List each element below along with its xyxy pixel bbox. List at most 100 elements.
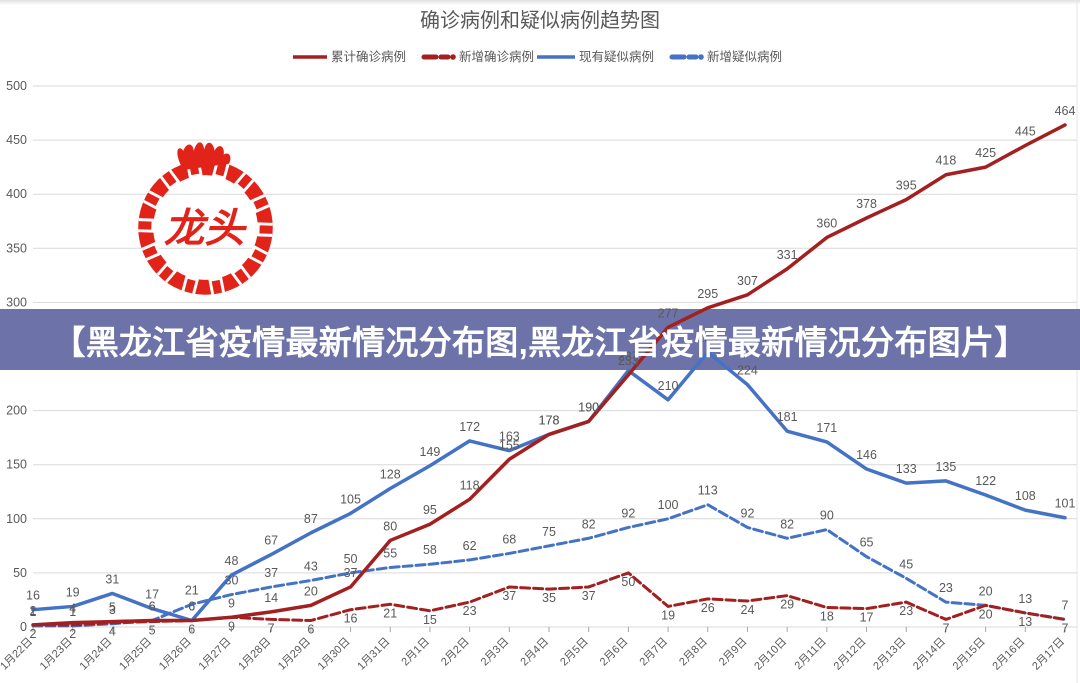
svg-text:3: 3 xyxy=(109,603,116,617)
svg-text:23: 23 xyxy=(899,604,913,618)
svg-text:6: 6 xyxy=(188,600,195,614)
svg-text:68: 68 xyxy=(502,532,516,546)
svg-text:9: 9 xyxy=(228,619,235,633)
svg-text:67: 67 xyxy=(264,534,278,548)
svg-text:23: 23 xyxy=(463,604,477,618)
svg-text:29: 29 xyxy=(780,598,794,612)
svg-text:100: 100 xyxy=(6,512,27,526)
svg-text:133: 133 xyxy=(896,462,917,476)
svg-text:16: 16 xyxy=(344,612,358,626)
svg-text:1: 1 xyxy=(30,605,37,619)
svg-text:445: 445 xyxy=(1015,125,1036,139)
svg-text:277: 277 xyxy=(658,306,679,320)
svg-text:13: 13 xyxy=(1018,592,1032,606)
svg-text:新增疑似病例: 新增疑似病例 xyxy=(707,49,782,64)
svg-text:150: 150 xyxy=(6,458,27,472)
svg-text:300: 300 xyxy=(6,295,27,309)
svg-text:50: 50 xyxy=(621,575,635,589)
svg-text:108: 108 xyxy=(1015,489,1036,503)
svg-text:累计确诊病例: 累计确诊病例 xyxy=(331,49,406,64)
svg-text:9: 9 xyxy=(228,596,235,610)
svg-text:90: 90 xyxy=(820,509,834,523)
svg-text:210: 210 xyxy=(658,379,679,393)
svg-text:现有疑似病例: 现有疑似病例 xyxy=(579,49,654,64)
svg-text:95: 95 xyxy=(423,503,437,517)
svg-text:62: 62 xyxy=(463,539,477,553)
svg-text:128: 128 xyxy=(380,468,401,482)
svg-text:37: 37 xyxy=(264,566,278,580)
svg-text:6: 6 xyxy=(307,623,314,637)
svg-text:21: 21 xyxy=(185,583,199,597)
svg-text:55: 55 xyxy=(383,546,397,560)
svg-text:350: 350 xyxy=(6,241,27,255)
svg-text:20: 20 xyxy=(304,584,318,598)
svg-text:48: 48 xyxy=(225,554,239,568)
svg-text:418: 418 xyxy=(935,154,956,168)
svg-text:7: 7 xyxy=(268,621,275,635)
svg-text:15: 15 xyxy=(423,613,437,627)
svg-text:58: 58 xyxy=(423,543,437,557)
svg-text:45: 45 xyxy=(899,557,913,571)
svg-text:181: 181 xyxy=(777,410,798,424)
svg-text:92: 92 xyxy=(741,506,755,520)
svg-text:295: 295 xyxy=(697,287,718,301)
svg-text:2: 2 xyxy=(30,627,37,641)
svg-text:146: 146 xyxy=(856,448,877,462)
svg-text:307: 307 xyxy=(737,274,758,288)
svg-text:65: 65 xyxy=(860,536,874,550)
svg-text:395: 395 xyxy=(896,179,917,193)
svg-text:4: 4 xyxy=(109,625,116,639)
svg-text:50: 50 xyxy=(13,566,27,580)
svg-text:16: 16 xyxy=(26,589,40,603)
svg-text:254: 254 xyxy=(697,331,718,345)
svg-text:80: 80 xyxy=(383,519,397,533)
svg-text:6: 6 xyxy=(188,623,195,637)
svg-text:425: 425 xyxy=(975,146,996,160)
svg-text:5: 5 xyxy=(149,624,156,638)
svg-text:122: 122 xyxy=(975,474,996,488)
svg-text:26: 26 xyxy=(701,601,715,615)
svg-text:171: 171 xyxy=(816,421,837,435)
svg-text:0: 0 xyxy=(20,620,27,634)
svg-text:50: 50 xyxy=(344,552,358,566)
svg-text:新增确诊病例: 新增确诊病例 xyxy=(459,49,534,64)
svg-text:35: 35 xyxy=(542,591,556,605)
svg-text:331: 331 xyxy=(777,248,798,262)
svg-text:360: 360 xyxy=(816,216,837,230)
svg-text:2: 2 xyxy=(69,627,76,641)
svg-text:37: 37 xyxy=(344,566,358,580)
svg-text:13: 13 xyxy=(1018,615,1032,629)
svg-text:75: 75 xyxy=(542,525,556,539)
svg-text:149: 149 xyxy=(419,445,440,459)
svg-text:100: 100 xyxy=(658,498,679,512)
svg-text:37: 37 xyxy=(582,589,596,603)
svg-text:43: 43 xyxy=(304,559,318,573)
svg-text:178: 178 xyxy=(539,413,560,427)
svg-text:19: 19 xyxy=(66,585,80,599)
svg-text:7: 7 xyxy=(1062,621,1069,635)
svg-text:87: 87 xyxy=(304,512,318,526)
svg-text:105: 105 xyxy=(340,492,361,506)
svg-text:113: 113 xyxy=(698,484,718,498)
svg-text:23: 23 xyxy=(939,581,953,595)
svg-text:135: 135 xyxy=(935,460,956,474)
svg-text:92: 92 xyxy=(621,506,635,520)
svg-text:464: 464 xyxy=(1055,104,1076,118)
svg-text:172: 172 xyxy=(459,420,480,434)
svg-text:450: 450 xyxy=(6,133,27,147)
svg-text:200: 200 xyxy=(6,404,27,418)
svg-text:118: 118 xyxy=(460,478,480,492)
svg-text:6: 6 xyxy=(149,600,156,614)
svg-text:7: 7 xyxy=(1062,598,1069,612)
svg-text:190: 190 xyxy=(578,400,599,414)
svg-text:19: 19 xyxy=(661,608,675,622)
svg-text:155: 155 xyxy=(499,438,520,452)
svg-text:确诊病例和疑似病例趋势图: 确诊病例和疑似病例趋势图 xyxy=(420,9,660,32)
svg-text:400: 400 xyxy=(6,187,27,201)
svg-text:龙头: 龙头 xyxy=(164,206,247,251)
svg-text:1: 1 xyxy=(69,605,76,619)
svg-text:82: 82 xyxy=(582,517,596,531)
svg-text:82: 82 xyxy=(780,517,794,531)
svg-text:14: 14 xyxy=(264,591,278,605)
svg-text:378: 378 xyxy=(856,197,877,211)
